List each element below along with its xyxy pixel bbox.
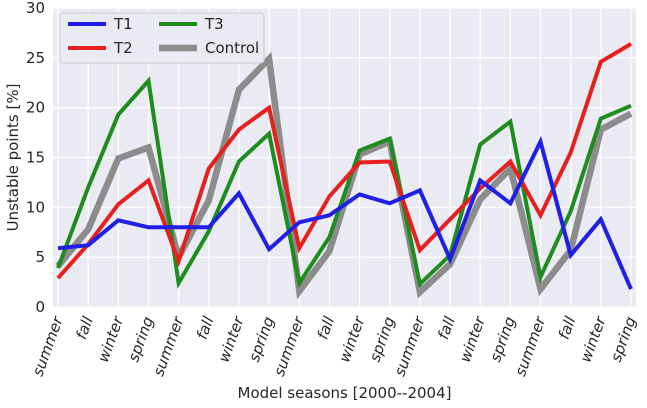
series-line-t1 xyxy=(57,135,633,290)
y-tick-label-1: 5 xyxy=(35,248,45,266)
x-tick-label-15: spring xyxy=(486,314,519,364)
x-axis-label: Model seasons [2000--2004] xyxy=(238,384,452,402)
x-tick-label-11: spring xyxy=(366,314,399,364)
y-tick-labels: 0 5 10 15 20 25 30 xyxy=(26,0,45,316)
x-tick-label-10: winter xyxy=(335,313,368,364)
x-tick-label-1: fall xyxy=(72,313,97,341)
y-tick-label-6: 30 xyxy=(26,0,45,17)
x-tick-label-6: winter xyxy=(215,313,248,364)
y-tick-label-5: 25 xyxy=(26,49,45,67)
x-tick-label-7: spring xyxy=(245,314,278,364)
legend-label-t2: T2 xyxy=(113,39,133,57)
series-lines xyxy=(55,42,633,300)
x-tick-label-18: winter xyxy=(577,313,610,364)
y-tick-label-2: 10 xyxy=(26,198,45,216)
legend-box xyxy=(59,12,265,64)
x-tick-label-3: spring xyxy=(124,314,157,364)
y-tick-label-4: 20 xyxy=(26,99,45,117)
x-tick-label-0: summer xyxy=(29,313,67,378)
x-tick-label-14: winter xyxy=(456,313,489,364)
series-line-t2 xyxy=(56,42,633,280)
y-tick-label-0: 0 xyxy=(35,298,45,316)
legend-label-t3: T3 xyxy=(204,15,224,33)
legend: T1 T2 T3 Control xyxy=(59,12,265,64)
legend-label-control: Control xyxy=(205,39,259,57)
legend-label-t1: T1 xyxy=(113,15,133,33)
x-tick-label-2: winter xyxy=(94,313,127,364)
x-tick-label-17: fall xyxy=(555,313,580,341)
x-tick-label-19: spring xyxy=(607,314,640,364)
x-tick-label-13: fall xyxy=(434,313,459,341)
y-axis-label: Unstable points [%] xyxy=(4,84,22,232)
series-line-t3 xyxy=(56,76,632,290)
x-tick-label-5: fall xyxy=(193,313,218,341)
x-tick-label-9: fall xyxy=(313,313,338,341)
y-tick-label-3: 15 xyxy=(26,149,45,167)
